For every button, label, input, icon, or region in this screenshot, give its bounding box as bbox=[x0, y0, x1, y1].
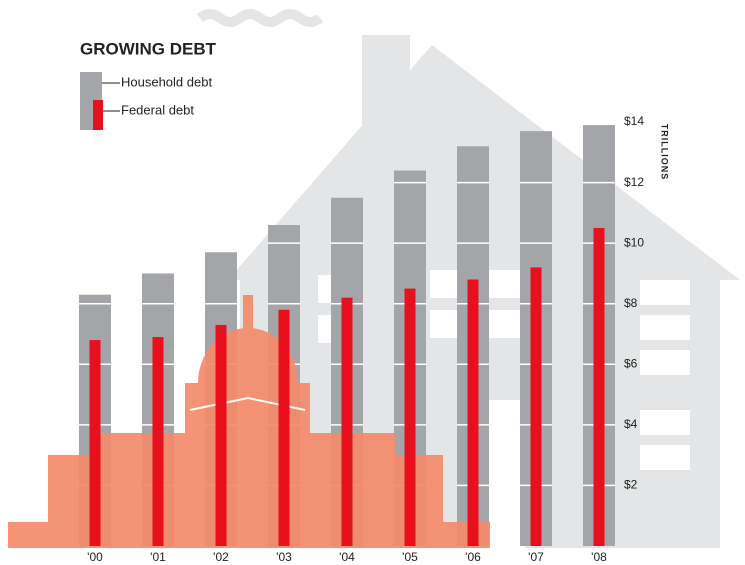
y-axis-label: TRILLIONS bbox=[660, 124, 670, 181]
x-tick-label: '07 bbox=[528, 550, 544, 564]
y-tick-label: $8 bbox=[624, 296, 638, 310]
bar bbox=[278, 309, 290, 546]
x-tick-label: '08 bbox=[591, 550, 607, 564]
x-tick-label: '06 bbox=[465, 550, 481, 564]
y-tick-label: $6 bbox=[624, 356, 638, 370]
x-tick-label: '05 bbox=[402, 550, 418, 564]
capitol-illustration bbox=[8, 295, 490, 548]
bar bbox=[593, 228, 605, 547]
x-tick-label: '04 bbox=[339, 550, 355, 564]
x-tick-label: '02 bbox=[213, 550, 229, 564]
y-tick-label: $2 bbox=[624, 478, 638, 492]
bar bbox=[467, 279, 479, 546]
chart-title: GROWING DEBT bbox=[80, 39, 217, 58]
y-tick-label: $12 bbox=[624, 175, 644, 189]
x-tick-label: '00 bbox=[87, 550, 103, 564]
bar bbox=[404, 288, 416, 546]
y-tick-label: $14 bbox=[624, 114, 644, 128]
bar bbox=[152, 337, 164, 546]
bar bbox=[215, 324, 227, 546]
legend-label: Household debt bbox=[121, 74, 212, 89]
bar bbox=[530, 267, 542, 546]
y-tick-label: $10 bbox=[624, 235, 644, 249]
legend-label: Federal debt bbox=[121, 102, 194, 117]
x-tick-label: '03 bbox=[276, 550, 292, 564]
bar bbox=[341, 297, 353, 546]
y-tick-label: $4 bbox=[624, 417, 638, 431]
legend-swatch bbox=[93, 100, 103, 130]
bar bbox=[89, 340, 101, 546]
x-tick-label: '01 bbox=[150, 550, 166, 564]
